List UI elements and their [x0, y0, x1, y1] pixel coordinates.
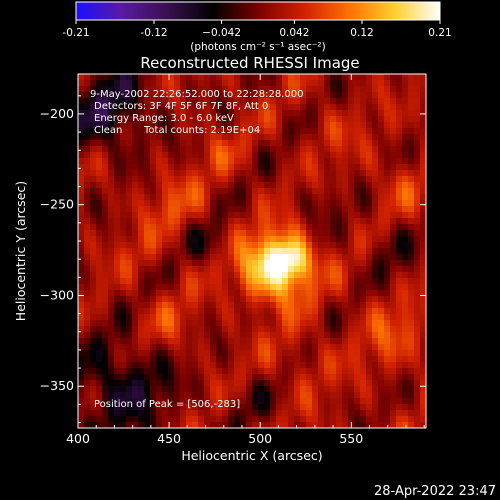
- y-tick-label: −250: [40, 197, 74, 212]
- x-tick-label: 400: [66, 431, 90, 446]
- x-tick-label: 500: [248, 431, 272, 446]
- y-tick-label: −350: [40, 378, 74, 393]
- annotation-time-range: 9-May-2002 22:26:52.000 to 22:28:28.000: [90, 89, 303, 100]
- y-axis-ticks: −200 −250 −300 −350: [40, 95, 426, 424]
- plot-frame: [77, 73, 427, 429]
- colorbar-tick-label: 0.21: [428, 27, 451, 39]
- colorbar-tick-label: 0.12: [350, 27, 373, 39]
- x-tick-label: 450: [157, 431, 181, 446]
- x-axis-label: Heliocentric X (arcsec): [181, 448, 322, 463]
- annotation-detectors: Detectors: 3F 4F 5F 6F 7F 8F, Att 0: [94, 101, 268, 112]
- timestamp: 28-Apr-2022 23:47: [374, 484, 496, 499]
- colorbar: [75, 1, 441, 21]
- colorbar-ticks: -0.21 -0.12 −0.042 0.042 0.12 0.21: [62, 20, 452, 39]
- colorbar-tick-label: -0.21: [62, 27, 89, 39]
- colorbar-tick-label: 0.042: [279, 27, 309, 39]
- y-tick-label: −300: [40, 287, 74, 302]
- annotation-energy-range: Energy Range: 3.0 - 6.0 keV: [94, 113, 234, 124]
- y-tick-label: −200: [40, 106, 74, 121]
- annotation-total-counts: Total counts: 2.19E+04: [143, 125, 260, 136]
- colorbar-tick-label: −0.042: [202, 27, 241, 39]
- annotation-peak: Position of Peak = [506,-283]: [94, 399, 240, 410]
- x-tick-label: 550: [339, 431, 363, 446]
- colorbar-tick-label: -0.12: [140, 27, 167, 39]
- y-axis-label: Heliocentric Y (arcsec): [13, 181, 28, 321]
- colorbar-units: (photons cm⁻² s⁻¹ asec⁻²): [190, 41, 325, 53]
- chart-title: Reconstructed RHESSI Image: [140, 54, 359, 72]
- heatmap-image: [78, 74, 426, 428]
- x-axis-ticks: 400 450 500 550: [66, 74, 425, 446]
- annotation-clean: Clean: [94, 125, 122, 136]
